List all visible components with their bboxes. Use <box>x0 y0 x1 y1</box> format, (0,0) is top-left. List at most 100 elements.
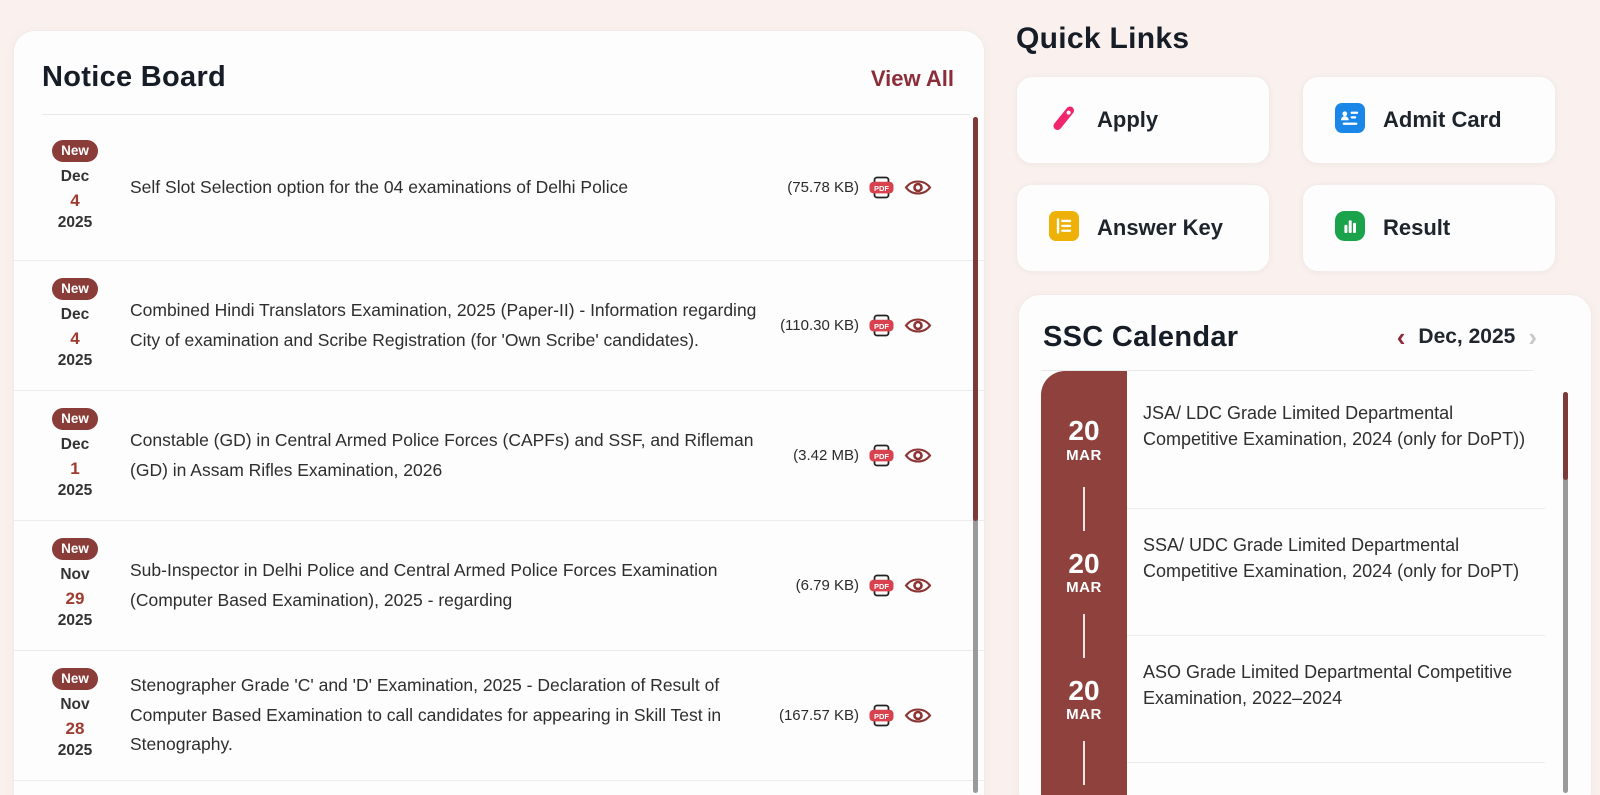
quick-link-label: Admit Card <box>1383 107 1502 132</box>
notice-day: 29 <box>65 588 85 608</box>
event-month: MAR <box>1066 706 1102 724</box>
notice-month: Nov <box>60 566 90 584</box>
notice-text: Self Slot Selection option for the 04 ex… <box>130 176 629 197</box>
notice-board-header: Notice Board View All <box>14 31 984 114</box>
file-size: (110.30 KB) <box>780 317 859 334</box>
svg-text:PDF: PDF <box>874 452 889 461</box>
quick-links-section: Quick Links Apply <box>1016 22 1592 272</box>
notice-list-scrollbar[interactable] <box>973 117 978 793</box>
notice-month: Nov <box>60 696 90 714</box>
notice-meta: (75.78 KB) PDF <box>787 176 984 199</box>
ssc-calendar-card: SSC Calendar ‹ Dec, 2025 › 20 MAR JSA/ L… <box>1018 294 1592 795</box>
notice-row[interactable]: New Dec 1 2025 Constable (GD) in Central… <box>14 391 984 521</box>
notice-year: 2025 <box>57 612 93 630</box>
view-eye-icon[interactable] <box>904 575 932 596</box>
notice-year: 2025 <box>57 214 93 232</box>
calendar-scrollbar-thumb[interactable] <box>1563 392 1568 480</box>
calendar-divider <box>1041 370 1533 371</box>
quick-links-grid: Apply Admit Card <box>1016 76 1592 272</box>
notice-text: Combined Hindi Translators Examination, … <box>130 300 757 350</box>
view-eye-icon[interactable] <box>904 445 932 466</box>
notice-row[interactable]: New Nov 29 2025 Sub-Inspector in Delhi P… <box>14 521 984 651</box>
id-card-icon <box>1335 102 1365 138</box>
calendar-event-row[interactable]: 20 MAR JSA/ LDC Grade Limited Department… <box>1041 371 1591 531</box>
event-month: MAR <box>1066 446 1102 464</box>
notice-month: Dec <box>60 306 90 324</box>
notice-year: 2025 <box>57 482 93 500</box>
event-day: 20 <box>1068 547 1100 579</box>
notice-row[interactable]: New Dec 4 2025 Combined Hindi Translator… <box>14 261 984 391</box>
notice-meta: (167.57 KB) PDF <box>779 704 984 727</box>
calendar-scrollbar[interactable] <box>1563 392 1568 793</box>
view-eye-icon[interactable] <box>904 705 932 726</box>
calendar-event-row[interactable]: 20 MAR SSA/ UDC Grade Limited Department… <box>1041 509 1591 658</box>
quick-link-answer-key[interactable]: Answer Key <box>1016 184 1270 272</box>
event-month: MAR <box>1066 579 1102 597</box>
notice-text: Sub-Inspector in Delhi Police and Centra… <box>130 560 718 610</box>
notice-scrollbar-thumb[interactable] <box>973 117 978 521</box>
notice-row[interactable]: New Dec 4 2025 Self Slot Selection optio… <box>14 115 984 261</box>
quick-link-label: Answer Key <box>1097 215 1223 240</box>
calendar-title: SSC Calendar <box>1043 321 1239 353</box>
quick-link-admit-card[interactable]: Admit Card <box>1302 76 1556 164</box>
timeline-tick <box>1083 487 1085 531</box>
notice-board-card: Notice Board View All New Dec 4 2025 Sel… <box>13 30 985 795</box>
quick-link-label: Result <box>1383 215 1451 240</box>
svg-text:PDF: PDF <box>874 582 889 591</box>
pdf-download-icon[interactable]: PDF <box>868 176 895 199</box>
file-size: (6.79 KB) <box>795 577 859 594</box>
svg-text:PDF: PDF <box>874 322 889 331</box>
notice-year: 2025 <box>57 352 93 370</box>
notice-date: New Dec 4 2025 <box>42 140 108 235</box>
chevron-left-icon[interactable]: ‹ <box>1396 322 1406 352</box>
notice-date: New Dec 4 2025 <box>42 278 108 373</box>
quick-link-result[interactable]: Result <box>1302 184 1556 272</box>
notice-day: 4 <box>70 190 80 210</box>
notice-text: Stenographer Grade 'C' and 'D' Examinati… <box>130 675 722 755</box>
calendar-month-nav: ‹ Dec, 2025 › <box>1397 324 1537 350</box>
quick-links-title: Quick Links <box>1016 22 1190 55</box>
pdf-download-icon[interactable]: PDF <box>868 314 895 337</box>
notice-meta: (110.30 KB) PDF <box>780 314 984 337</box>
new-badge: New <box>52 278 98 301</box>
notice-row[interactable]: New Nov 28 2025 Stenographer Grade 'C' a… <box>14 651 984 781</box>
file-size: (167.57 KB) <box>778 707 859 724</box>
quick-link-label: Apply <box>1097 107 1159 132</box>
bar-chart-icon <box>1335 210 1365 246</box>
pdf-download-icon[interactable]: PDF <box>868 704 895 727</box>
event-day: 20 <box>1068 415 1100 447</box>
header-divider <box>42 114 970 115</box>
notice-list: New Dec 4 2025 Self Slot Selection optio… <box>14 115 984 781</box>
svg-text:PDF: PDF <box>874 712 889 721</box>
svg-text:PDF: PDF <box>874 184 889 193</box>
pdf-download-icon[interactable]: PDF <box>868 574 895 597</box>
pdf-download-icon[interactable]: PDF <box>868 444 895 467</box>
calendar-event-text: SSA/ UDC Grade Limited Departmental Comp… <box>1127 509 1545 636</box>
notice-month: Dec <box>60 168 90 186</box>
notice-day: 4 <box>70 328 80 348</box>
view-all-link[interactable]: View All <box>870 66 954 91</box>
notice-meta: (6.79 KB) PDF <box>796 574 984 597</box>
notice-month: Dec <box>60 436 90 454</box>
journal-icon <box>1049 210 1079 246</box>
view-eye-icon[interactable] <box>904 177 932 198</box>
calendar-filler-row <box>1041 763 1591 795</box>
chevron-right-icon[interactable]: › <box>1528 322 1537 352</box>
new-badge: New <box>52 140 98 163</box>
calendar-body: 20 MAR JSA/ LDC Grade Limited Department… <box>1041 371 1591 795</box>
notice-board-title: Notice Board <box>42 61 227 93</box>
quick-link-apply[interactable]: Apply <box>1016 76 1270 164</box>
timeline-tick <box>1083 741 1085 785</box>
calendar-header: SSC Calendar ‹ Dec, 2025 › <box>1019 295 1591 370</box>
notice-day: 1 <box>70 458 80 478</box>
pen-icon <box>1049 103 1079 138</box>
calendar-event-text: ASO Grade Limited Departmental Competiti… <box>1127 636 1545 763</box>
file-size: (75.78 KB) <box>787 179 859 196</box>
calendar-event-row[interactable]: 20 MAR ASO Grade Limited Departmental Co… <box>1041 636 1591 785</box>
view-eye-icon[interactable] <box>904 315 932 336</box>
timeline-tick <box>1083 614 1085 658</box>
calendar-event-text: JSA/ LDC Grade Limited Departmental Comp… <box>1127 371 1545 509</box>
notice-date: New Nov 28 2025 <box>42 668 108 763</box>
new-badge: New <box>52 538 98 561</box>
